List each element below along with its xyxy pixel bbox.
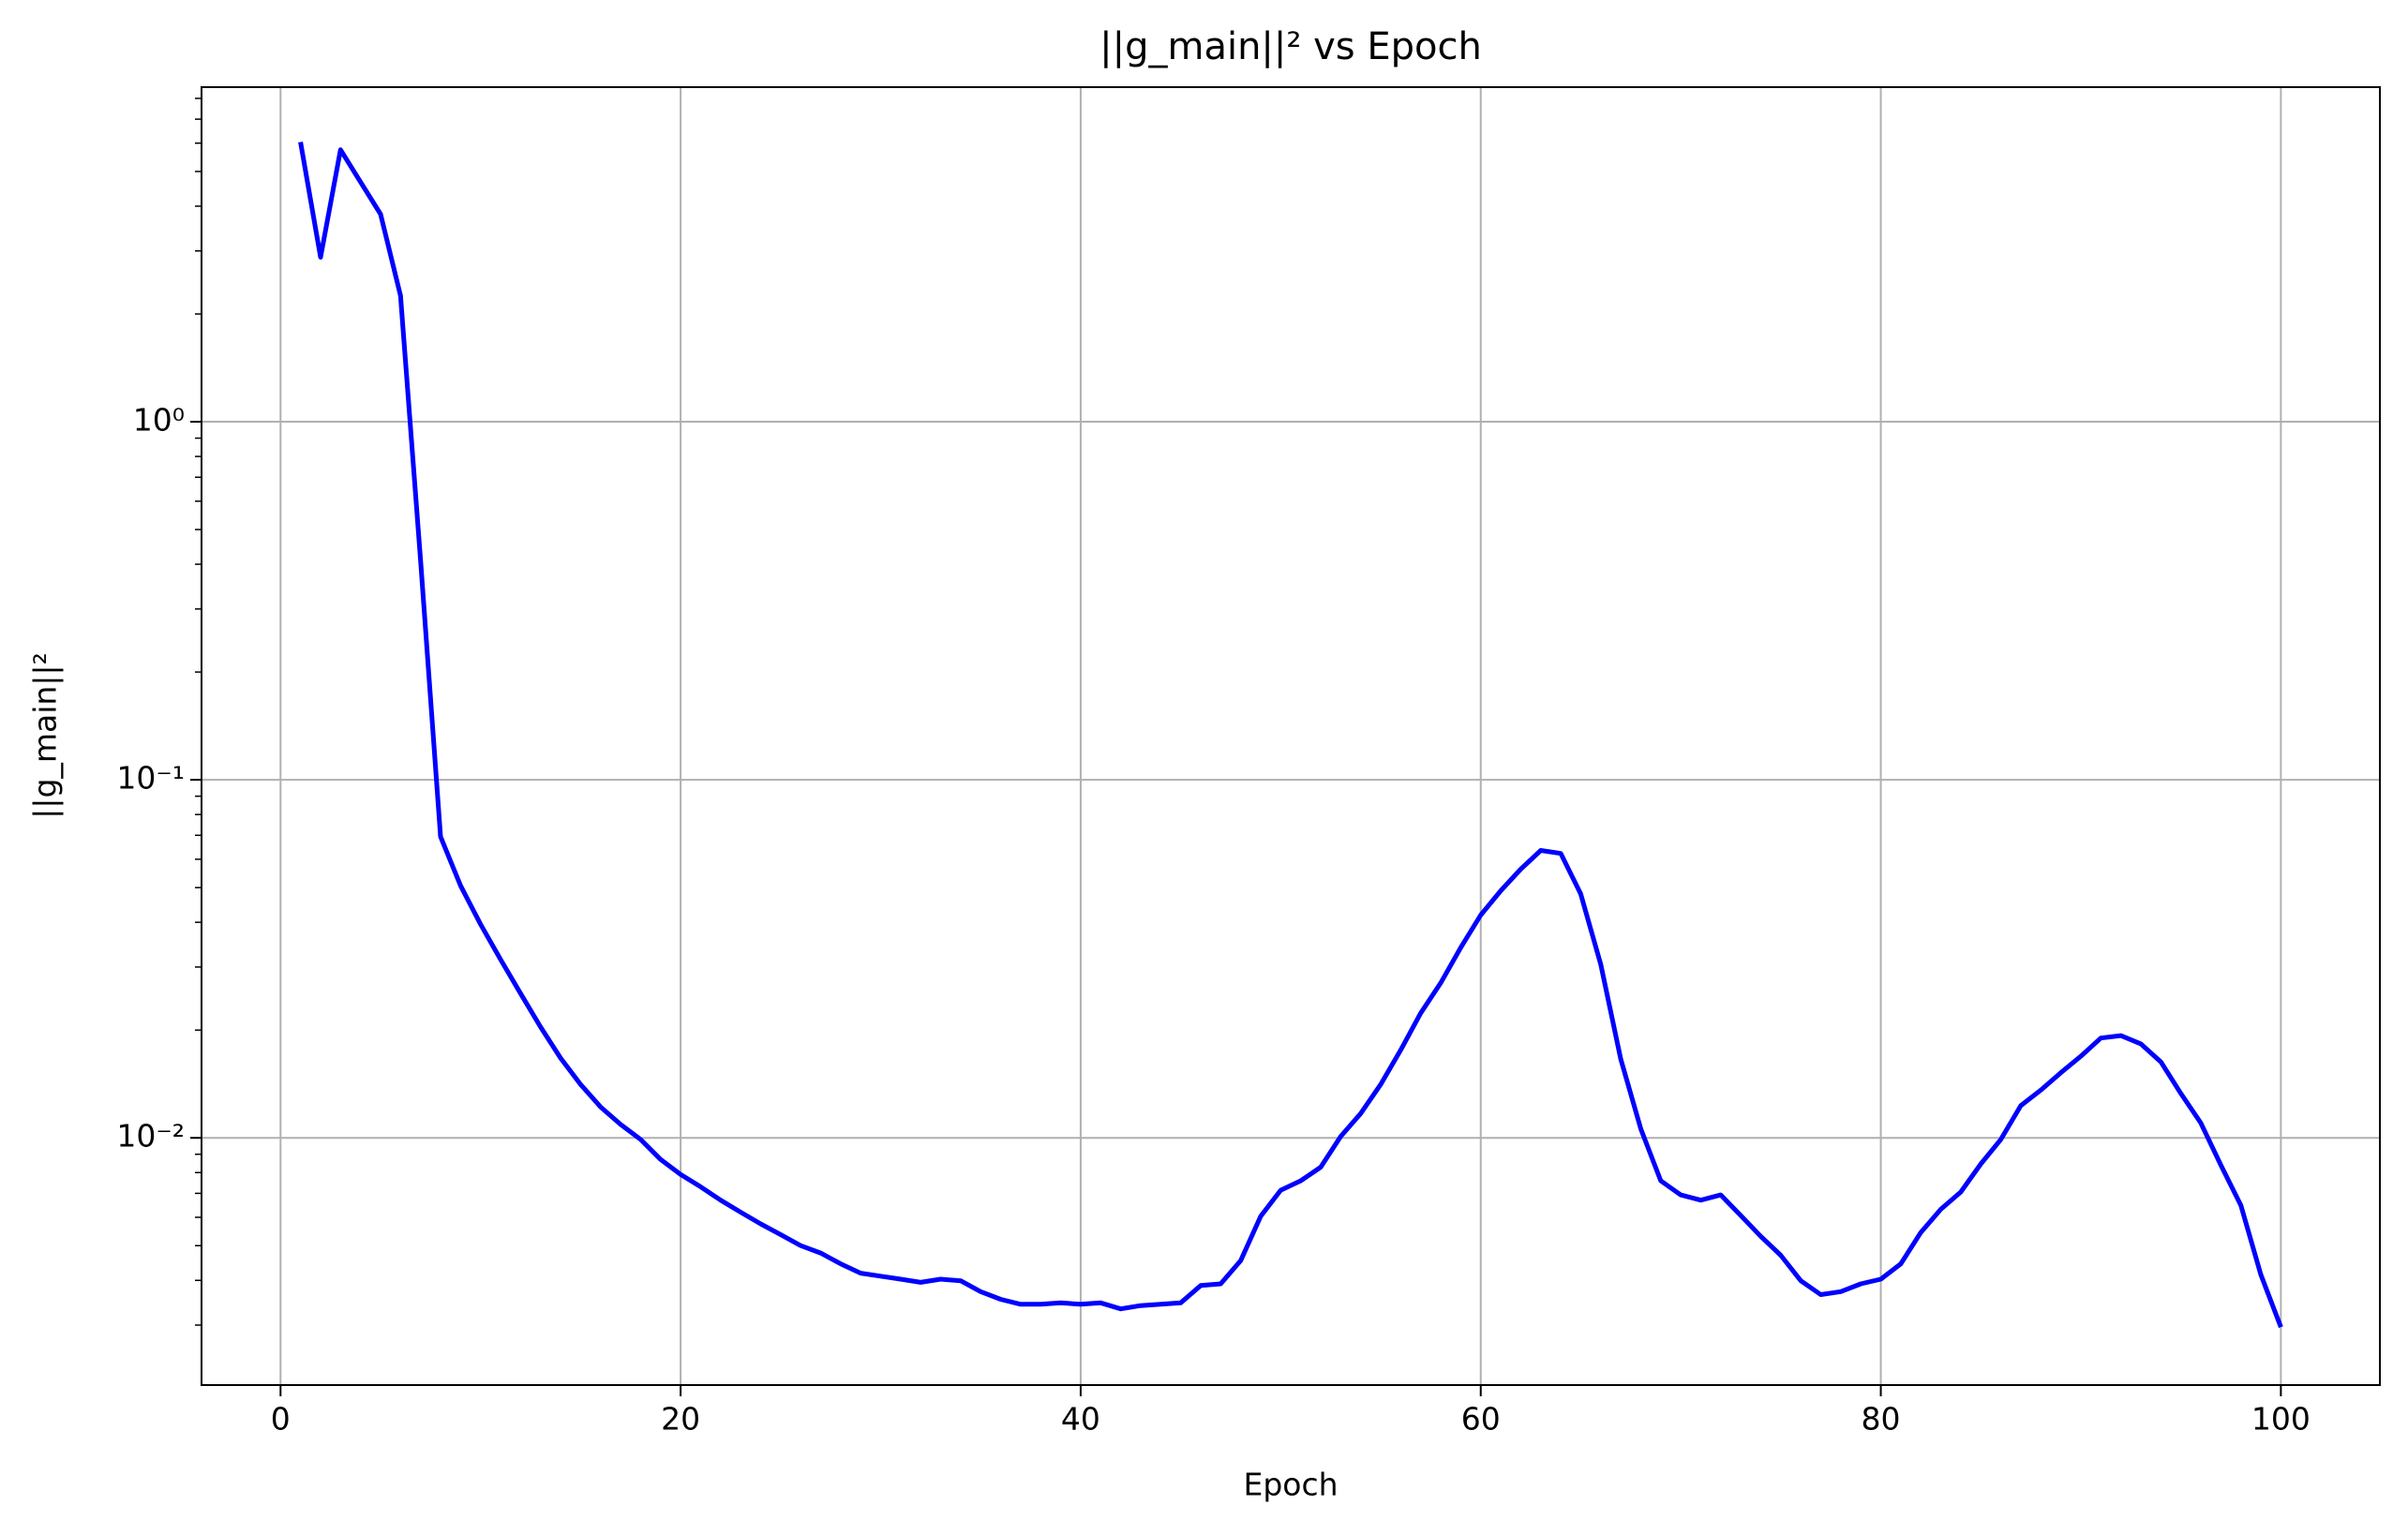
y-axis-label: ||g_main||² [27, 652, 64, 819]
y-tick-label: 10⁻¹ [116, 760, 185, 797]
x-tick-label: 60 [1461, 1401, 1501, 1438]
x-tick-label: 0 [271, 1401, 291, 1438]
plot-frame [201, 86, 2381, 1386]
y-tick-label: 10⁰ [133, 402, 185, 439]
x-axis-label: Epoch [1243, 1467, 1338, 1503]
x-tick-label: 80 [1862, 1401, 1901, 1438]
data-line [298, 142, 2283, 1329]
y-tick-label: 10⁻² [116, 1118, 185, 1155]
x-tick-label: 40 [1061, 1401, 1100, 1438]
x-tick-label: 20 [661, 1401, 700, 1438]
x-tick-label: 100 [2251, 1401, 2311, 1438]
chart-title: ||g_main||² vs Epoch [1099, 25, 1482, 68]
